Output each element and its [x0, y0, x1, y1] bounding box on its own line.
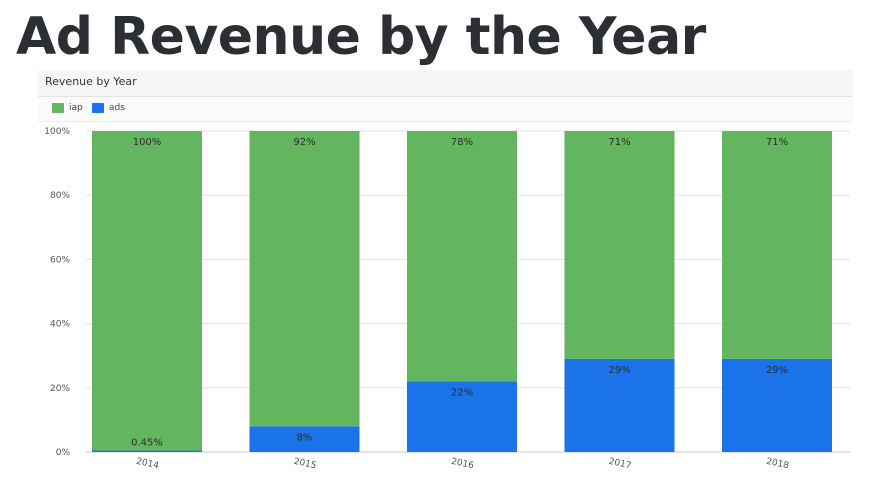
data-label-ads-2016: 22% — [451, 387, 473, 398]
bar-iap-2016[interactable] — [407, 131, 517, 382]
data-label-ads-2018: 29% — [766, 365, 788, 376]
legend-label-iap: iap — [69, 103, 83, 113]
legend-item-ads[interactable]: ads — [92, 103, 125, 113]
legend-swatch-ads — [92, 103, 104, 113]
x-tick-label: 2014 — [135, 457, 160, 472]
y-tick-label: 80% — [50, 191, 70, 201]
x-tick-label: 2017 — [608, 457, 632, 472]
data-label-ads-2015: 8% — [297, 432, 313, 443]
data-label-iap-2015: 92% — [293, 137, 315, 148]
bar-iap-2015[interactable] — [249, 131, 360, 427]
y-tick-label: 100% — [44, 127, 70, 137]
chart-plot: 0% 20% 40% 60% 80% 100% 100% 0.45% 2014 92% 8% 2015… — [44, 127, 850, 472]
y-tick-label: 40% — [50, 320, 70, 330]
bar-ads-2018[interactable] — [722, 358, 832, 452]
chart-header: Revenue by Year — [38, 70, 853, 97]
data-label-iap-2016: 78% — [451, 137, 473, 148]
page-title: Ad Revenue by the Year — [16, 7, 706, 67]
legend-label-ads: ads — [109, 103, 125, 113]
bar-ads-2016[interactable] — [407, 381, 517, 452]
data-label-iap-2017: 71% — [608, 137, 630, 148]
legend: iap ads — [38, 97, 853, 122]
data-label-ads-2017: 29% — [608, 365, 630, 376]
bar-iap-2014[interactable] — [92, 131, 202, 451]
legend-item-iap[interactable]: iap — [52, 103, 83, 113]
x-tick-label: 2015 — [293, 457, 317, 472]
data-label-iap-2018: 71% — [766, 137, 788, 148]
data-label-iap-2014: 100% — [133, 137, 162, 148]
chart-panel: Revenue by Year iap ads 0% 20% 40% 60% 80% 10… — [38, 70, 853, 475]
x-tick-label: 2018 — [765, 457, 790, 472]
bar-ads-2014[interactable] — [92, 450, 202, 452]
bar-ads-2015[interactable] — [249, 426, 360, 452]
bar-iap-2018[interactable] — [722, 131, 832, 359]
chart-title: Revenue by Year — [45, 75, 137, 88]
bar-ads-2017[interactable] — [564, 358, 675, 452]
x-tick-label: 2016 — [450, 457, 475, 472]
y-tick-label: 0% — [56, 448, 71, 458]
bar-iap-2017[interactable] — [564, 131, 675, 359]
data-label-ads-2014: 0.45% — [131, 438, 163, 449]
legend-swatch-iap — [52, 103, 64, 113]
y-tick-label: 60% — [50, 255, 70, 265]
y-tick-label: 20% — [50, 384, 70, 394]
